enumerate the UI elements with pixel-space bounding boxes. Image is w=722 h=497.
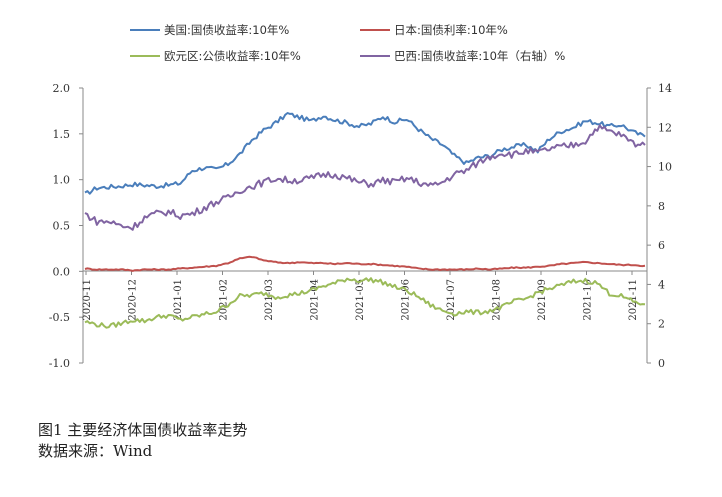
figure-caption-title: 图1 主要经济体国债收益率走势 xyxy=(38,421,248,439)
series-line-3 xyxy=(84,277,646,329)
left-tick-label: 0.5 xyxy=(53,220,71,233)
x-tick-label: 2021-11 xyxy=(628,279,639,321)
legend-label: 欧元区:公债收益率:10年% xyxy=(164,49,301,63)
x-tick-label: 2021-04 xyxy=(310,279,321,321)
right-tick-label: 4 xyxy=(658,278,665,291)
left-tick-label: -0.5 xyxy=(49,311,70,324)
legend-label: 日本:国债利率:10年% xyxy=(394,23,508,37)
left-tick-label: -1.0 xyxy=(49,357,70,370)
right-tick-label: 6 xyxy=(658,239,665,252)
right-tick-label: 10 xyxy=(658,161,672,174)
left-tick-label: 1.0 xyxy=(53,174,71,187)
x-tick-label: 2020-11 xyxy=(82,279,93,321)
right-tick-label: 8 xyxy=(658,200,665,213)
right-tick-label: 12 xyxy=(658,121,672,134)
x-tick-label: 2021-05 xyxy=(355,279,366,321)
left-tick-label: 0.0 xyxy=(53,265,71,278)
series-group xyxy=(84,112,646,329)
x-tick-label: 2021-07 xyxy=(446,279,457,321)
series-line-1 xyxy=(84,112,646,195)
legend: 美国:国债收益率:10年% 日本:国债利率:10年% 欧元区:公债收益率:10年% 巴… xyxy=(130,23,565,63)
legend-label: 巴西:国债收益率:10年（右轴）% xyxy=(394,49,565,63)
x-tick-label: 2021-02 xyxy=(219,279,230,321)
series-line-4 xyxy=(84,124,646,231)
left-y-axis: 2.0 1.5 1.0 0.5 0.0 -0.5 -1.0 xyxy=(49,82,84,370)
x-tick-label: 2021-10 xyxy=(583,279,594,321)
x-axis: 2020-11 2020-12 2021-01 2021-02 2021-03 2021-… xyxy=(82,270,647,321)
x-tick-label: 2021-08 xyxy=(492,279,503,321)
left-tick-label: 2.0 xyxy=(53,82,71,95)
x-tick-label: 2021-01 xyxy=(173,279,184,321)
line-chart: 美国:国债收益率:10年% 日本:国债利率:10年% 欧元区:公债收益率:10年% 巴… xyxy=(49,23,672,370)
right-y-axis: 14 12 10 8 6 4 2 0 xyxy=(646,82,672,370)
figure-caption-source: 数据来源：Wind xyxy=(38,442,153,460)
legend-label: 美国:国债收益率:10年% xyxy=(164,23,289,37)
right-tick-label: 2 xyxy=(658,318,665,331)
x-tick-label: 2021-06 xyxy=(401,279,412,321)
right-tick-label: 14 xyxy=(658,82,672,95)
series-line-2 xyxy=(84,255,646,272)
x-tick-label: 2021-03 xyxy=(264,279,275,321)
left-tick-label: 1.5 xyxy=(53,128,71,141)
x-tick-label: 2021-09 xyxy=(537,279,548,321)
right-tick-label: 0 xyxy=(658,357,665,370)
x-tick-label: 2020-12 xyxy=(128,279,139,321)
